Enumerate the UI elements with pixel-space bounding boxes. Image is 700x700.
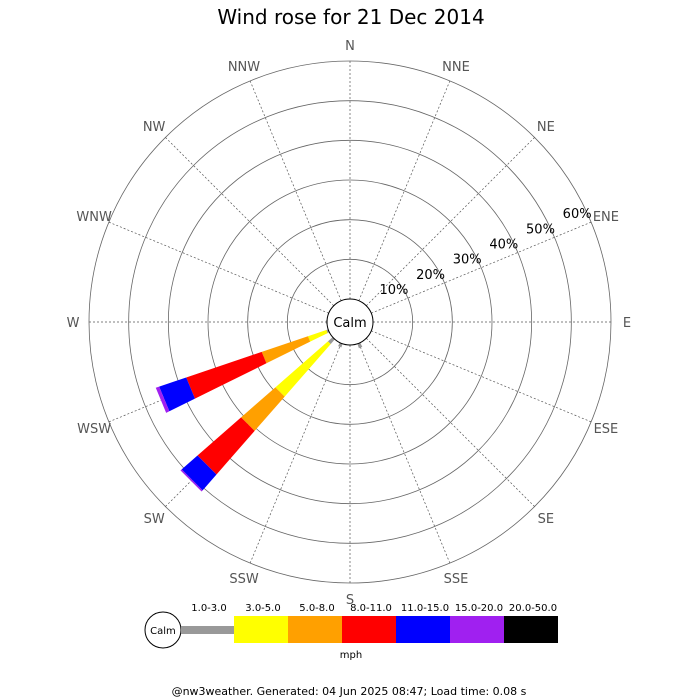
legend-label-3: 5.0-8.0 [299,603,334,614]
bar-wsw-bin-1 [307,330,328,342]
chart-title: Wind rose for 21 Dec 2014 [217,5,484,29]
legend-swatch-6 [504,616,558,643]
direction-label-nne: NNE [442,60,470,75]
legend-swatch-1 [234,616,288,643]
direction-label-se: SE [538,512,554,527]
speed-legend: Calm 1.0-3.0 3.0-5.0 5.0-8.0 8.0-11.0 11.0-15… [144,603,558,661]
bar-wsw-bin-0 [326,329,330,334]
legend-swatch-0 [181,626,234,634]
bar-wsw-bin-4 [159,377,195,412]
polar-grid: N NNE NE ENE E ESE SE SSE S SSW SW WSW W WNW NW NNW 10% 2… [67,39,632,608]
ring-label-4: 40% [489,237,518,252]
direction-label-ene: ENE [593,210,619,225]
bar-sw-bin-4 [181,455,217,491]
direction-label-e: E [623,316,631,331]
direction-label-sse: SSE [444,572,469,587]
legend-swatch-5 [450,616,504,643]
ring-1 [286,258,414,386]
bar-wsw-bin-3 [186,351,267,399]
ring-label-5: 50% [526,222,555,237]
legend-label-5: 11.0-15.0 [401,603,449,614]
legend-swatch-2 [288,616,342,643]
ring-2 [247,219,453,425]
legend-calm-label: Calm [150,626,176,637]
direction-label-n: N [345,39,355,54]
ring-3 [207,179,493,465]
legend-swatch-4 [396,616,450,643]
bar-wsw-bin-2 [261,336,311,364]
direction-label-ssw: SSW [229,572,259,587]
wind-bars [155,320,363,492]
direction-label-ese: ESE [594,422,619,437]
direction-label-w: W [67,316,80,331]
direction-label-nw: NW [143,120,166,135]
direction-label-sw: SW [144,512,165,527]
legend-label-4: 8.0-11.0 [350,603,392,614]
calm-circle [326,298,374,346]
direction-label-wsw: WSW [77,422,111,437]
legend-swatch-3 [342,616,396,643]
legend-unit: mph [340,650,362,661]
calm-circle-group: Calm [326,298,374,346]
bar-sw-bin-0 [327,337,335,345]
legend-label-7: 20.0-50.0 [509,603,557,614]
ring-label-3: 30% [453,253,482,268]
bar-sw-bin-5 [180,469,203,492]
ring-label-2: 20% [416,268,445,283]
bar-sse-bin-0 [357,342,363,349]
direction-label-s: S [346,593,354,608]
legend-label-6: 15.0-20.0 [455,603,503,614]
bar-sw-bin-2 [241,387,285,431]
legend-label-2: 3.0-5.0 [245,603,280,614]
legend-label-1: 1.0-3.0 [191,603,226,614]
calm-label: Calm [333,316,366,331]
bar-wsw-bin-5 [155,386,170,413]
direction-label-ne: NE [537,120,555,135]
ring-5 [128,100,572,544]
ring-label-1: 10% [379,283,408,298]
ring-label-6: 60% [563,207,592,222]
ring-4 [167,139,533,505]
direction-label-wnw: WNW [76,210,112,225]
footer-text: @nw3weather. Generated: 04 Jun 2025 08:4… [172,685,527,698]
direction-label-nnw: NNW [228,60,260,75]
bar-sw-bin-3 [197,417,255,475]
bar-sw-bin-1 [275,341,331,397]
